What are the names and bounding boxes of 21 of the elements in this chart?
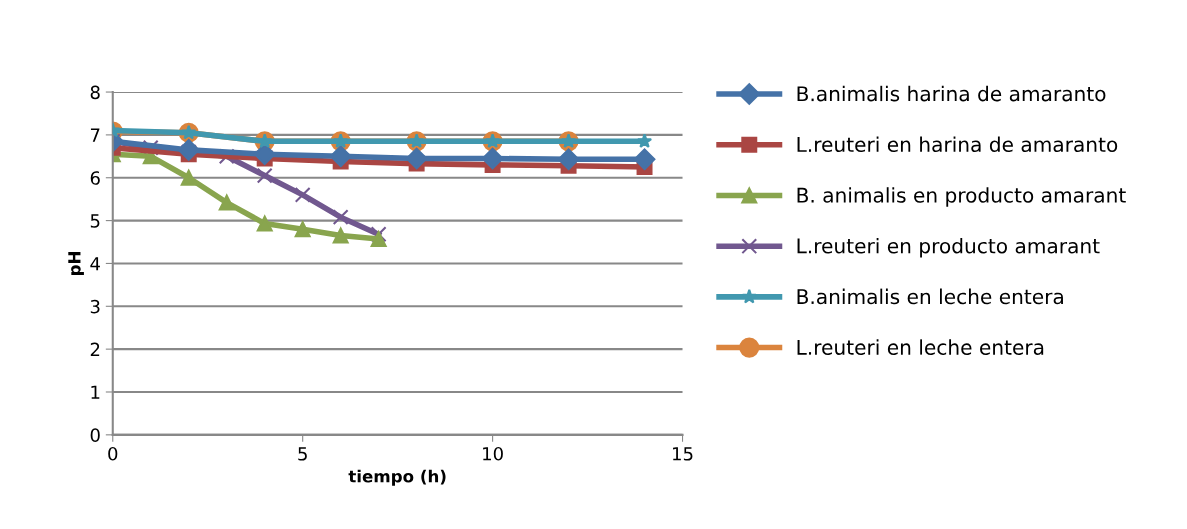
x-tick-label: 10: [483, 446, 503, 461]
x-tick-label: 15: [673, 447, 693, 461]
x-axis-title: tiempo (h): [348, 469, 446, 486]
y-tick-label: 5: [90, 214, 100, 228]
y-tick-label: 1: [91, 385, 100, 399]
y-tick-label: 8: [90, 85, 100, 100]
y-tick-label: 0: [90, 428, 100, 442]
y-tick-label: 2: [90, 342, 100, 356]
legend-label: B. animalis en producto amarant: [797, 187, 1126, 207]
x-tick-label: 5: [298, 447, 307, 461]
y-tick-label: 4: [90, 257, 100, 271]
legend-label: B.animalis en leche entera: [797, 288, 1063, 305]
y-tick-label: 6: [90, 171, 100, 185]
legend-label: L.reuteri en leche entera: [797, 339, 1044, 355]
x-tick-label: 0: [108, 446, 118, 461]
legend-label: L.reuteri en producto amarant: [797, 237, 1100, 258]
legend-label: B.animalis harina de amaranto: [797, 85, 1106, 102]
y-tick-label: 3: [90, 299, 100, 314]
y-axis-title: pH: [68, 252, 84, 275]
legend-label: L.reuteri en harina de amaranto: [797, 136, 1118, 153]
y-tick-label: 7: [90, 128, 100, 142]
